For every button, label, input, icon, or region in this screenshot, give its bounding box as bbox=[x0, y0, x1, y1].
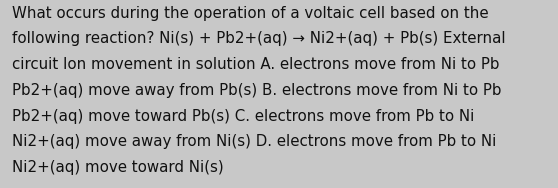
Text: following reaction? Ni(s) + Pb2+(aq) → Ni2+(aq) + Pb(s) External: following reaction? Ni(s) + Pb2+(aq) → N… bbox=[12, 31, 506, 46]
Text: circuit Ion movement in solution A. electrons move from Ni to Pb: circuit Ion movement in solution A. elec… bbox=[12, 57, 500, 72]
Text: Pb2+(aq) move away from Pb(s) B. electrons move from Ni to Pb: Pb2+(aq) move away from Pb(s) B. electro… bbox=[12, 83, 502, 98]
Text: Ni2+(aq) move toward Ni(s): Ni2+(aq) move toward Ni(s) bbox=[12, 160, 224, 175]
Text: Pb2+(aq) move toward Pb(s) C. electrons move from Pb to Ni: Pb2+(aq) move toward Pb(s) C. electrons … bbox=[12, 109, 475, 124]
Text: Ni2+(aq) move away from Ni(s) D. electrons move from Pb to Ni: Ni2+(aq) move away from Ni(s) D. electro… bbox=[12, 134, 497, 149]
Text: What occurs during the operation of a voltaic cell based on the: What occurs during the operation of a vo… bbox=[12, 6, 489, 21]
